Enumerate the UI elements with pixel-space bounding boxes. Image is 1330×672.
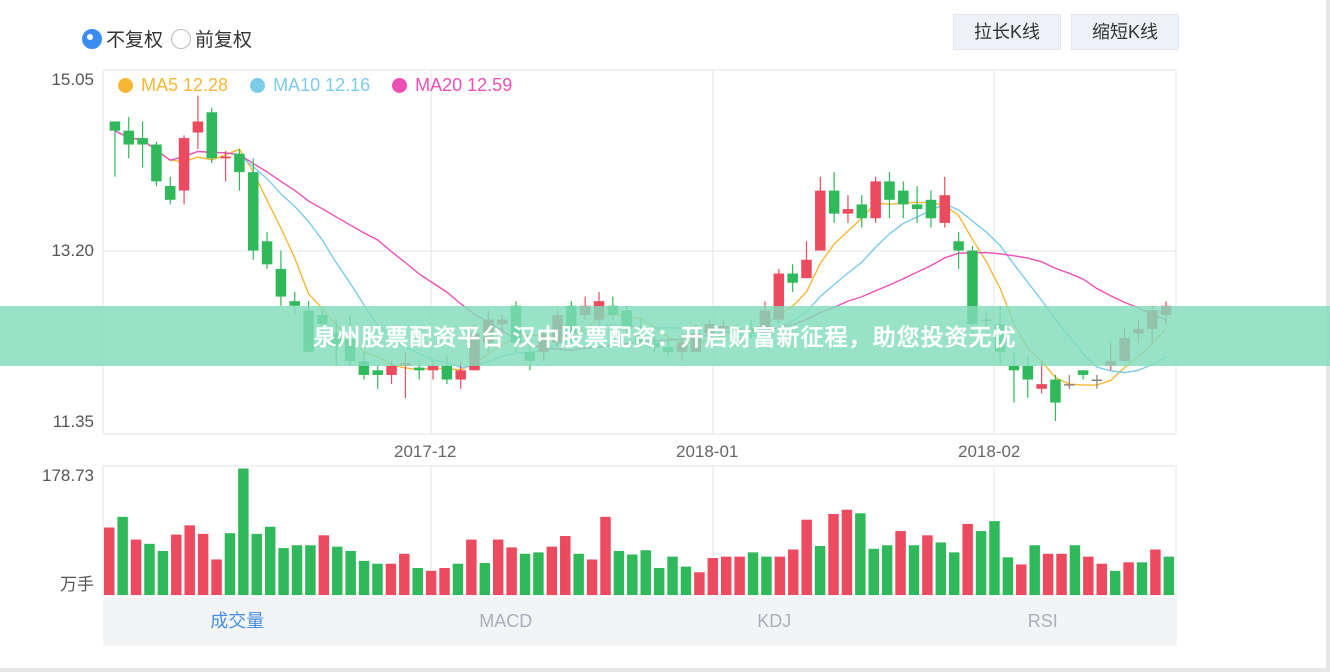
shorten-kline-button[interactable]: 缩短K线 <box>1071 14 1179 50</box>
ma-legend: MA5 12.28 MA10 12.16 MA20 12.59 <box>118 75 534 96</box>
ma5-dot-icon <box>118 78 133 93</box>
legend-ma10-label: MA10 12.16 <box>273 75 371 95</box>
price-tick-mid: 13.20 <box>51 241 94 260</box>
radio-selected-icon <box>82 28 102 49</box>
date-label: 2017-12 <box>394 442 457 461</box>
date-label: 2018-01 <box>676 442 739 461</box>
tab-volume[interactable]: 成交量 <box>210 611 265 631</box>
tab-macd[interactable]: MACD <box>479 611 533 631</box>
legend-ma5[interactable]: MA5 12.28 <box>118 75 228 96</box>
price-tick-bottom: 11.35 <box>52 412 94 431</box>
volume-unit-label: 万手 <box>60 575 94 594</box>
legend-ma5-label: MA5 12.28 <box>141 75 229 95</box>
volume-max-label: 178.73 <box>42 466 94 485</box>
indicator-tabs: 成交量 MACD KDJ RSI <box>103 597 1177 646</box>
legend-ma20-label: MA20 12.59 <box>415 75 513 95</box>
window-frame-bottom <box>0 668 1330 672</box>
tab-kdj[interactable]: KDJ <box>757 611 792 631</box>
radio-label: 不复权 <box>106 30 164 51</box>
radio-forward-adjust[interactable]: 前复权 <box>171 25 252 52</box>
price-tick-top: 15.05 <box>51 70 94 89</box>
date-label: 2018-02 <box>958 442 1021 461</box>
radio-label: 前复权 <box>195 30 253 51</box>
legend-ma10[interactable]: MA10 12.16 <box>250 75 370 96</box>
tab-rsi[interactable]: RSI <box>1027 611 1058 631</box>
radio-no-adjust[interactable]: 不复权 <box>82 25 163 52</box>
radio-unselected-icon <box>171 28 192 49</box>
lengthen-kline-button[interactable]: 拉长K线 <box>953 14 1061 50</box>
legend-ma20[interactable]: MA20 12.59 <box>392 75 512 96</box>
ma10-dot-icon <box>250 78 266 93</box>
adjustment-radio-group: 不复权 前复权 <box>82 25 260 52</box>
overlay-banner: 泉州股票配资平台 汉中股票配资：开启财富新征程，助您投资无忧 <box>0 306 1330 366</box>
ma20-dot-icon <box>392 78 408 93</box>
